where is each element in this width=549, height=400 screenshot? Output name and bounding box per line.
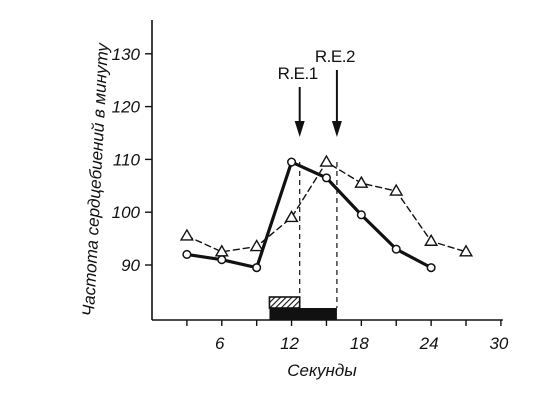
series [179,154,474,273]
data-point-triangle [354,175,369,188]
x-tick-label: 6 [215,334,225,353]
x-tick-label: 30 [489,334,508,353]
y-tick-label: 100 [112,203,141,222]
data-point-triangle [389,183,404,196]
y-axis-title: Частота сердцебиений в минуту [79,41,112,316]
data-point-circle [356,210,366,220]
data-point-circle [426,263,436,273]
data-point-circle [252,263,262,273]
y-tick-label: 130 [112,45,141,64]
data-point-triangle [319,154,334,167]
series-1 [182,157,436,273]
x-axis-title: Секунды [287,361,357,380]
data-point-circle [287,157,297,167]
x-tick-label: 12 [280,334,299,353]
axes [151,20,503,321]
data-point-circle [182,249,192,259]
x-tick-label: 24 [419,334,439,353]
data-point-triangle [458,244,474,257]
x-tick-label: 18 [350,334,369,353]
stimulus-bar-hatched [268,296,301,309]
data-point-circle [321,173,332,183]
data-point-triangle [214,244,229,257]
series-line [185,160,433,270]
annotation-arrow-head [331,121,342,137]
data-point-triangle [249,239,264,252]
y-tick-label: 90 [121,256,140,275]
annotation-arrow-head [294,121,305,137]
axis-ticks: 6 12 18 24 30 90 100 110 120 130 [112,45,509,353]
stimulus-annotations: R.E.1R.E.2 [278,47,355,308]
data-point-triangle [179,228,194,241]
series-2 [179,154,474,257]
data-point-triangle [424,233,439,246]
y-tick-label: 120 [112,98,141,117]
data-point-circle [391,244,401,254]
annotation-label: R.E.2 [315,47,355,66]
stimulus-bar-solid [269,308,337,320]
y-tick-label: 110 [113,150,141,169]
data-point-circle [217,255,227,265]
stimulus-bars [268,296,337,320]
annotation-label: R.E.1 [278,64,318,83]
data-point-triangle [284,210,299,223]
